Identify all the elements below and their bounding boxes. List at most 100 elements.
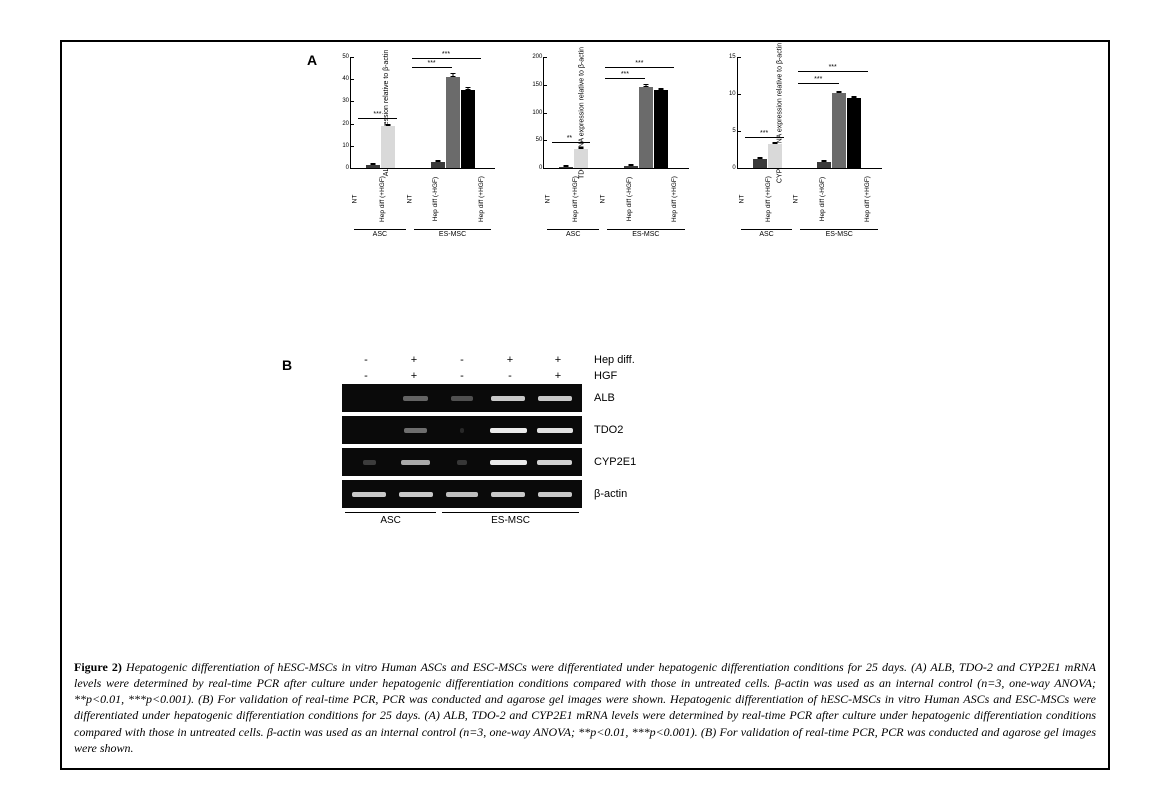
plot-area: CYP2E1 mRNA expression relative to β-act…: [737, 57, 882, 169]
y-tick: 0: [346, 165, 349, 171]
sig-label: ***: [427, 60, 435, 67]
gel-header-cell: -: [342, 370, 390, 382]
gel-bottom-label: ES-MSC: [442, 512, 579, 526]
y-tick: 100: [532, 110, 542, 116]
x-group-label: ES-MSC: [800, 229, 878, 241]
bar-chart: ALB mRNA expression relative to β-actin0…: [322, 57, 495, 237]
sig-line: [605, 78, 645, 79]
band: [401, 460, 431, 465]
gel-row: β-actin: [342, 480, 702, 508]
lane: [487, 420, 529, 440]
gel-row: CYP2E1: [342, 448, 702, 476]
lane: [394, 484, 436, 504]
band: [490, 428, 527, 433]
y-tick: 0: [732, 165, 735, 171]
gel-row: ALB: [342, 384, 702, 412]
lane: [534, 484, 576, 504]
y-tick: 200: [532, 54, 542, 60]
gel-image: [342, 416, 582, 444]
y-tick: 10: [342, 143, 349, 149]
band: [491, 396, 525, 401]
panel-a-label: A: [307, 52, 317, 68]
band: [451, 396, 472, 401]
sig-label: ***: [442, 51, 450, 58]
band: [460, 428, 464, 433]
y-tick: 20: [342, 121, 349, 127]
y-tick: 30: [342, 98, 349, 104]
panel-b-label: B: [282, 357, 292, 373]
bar: [366, 165, 380, 168]
lane: [348, 388, 390, 408]
sig-label: ***: [621, 71, 629, 78]
gel-header-cell: -: [438, 354, 486, 366]
lane: [394, 420, 436, 440]
bar: [431, 162, 445, 168]
plot-area: ALB mRNA expression relative to β-actin0…: [350, 57, 495, 169]
bar: [446, 77, 460, 168]
y-tick: 15: [729, 54, 736, 60]
gel-header-cell: -: [342, 354, 390, 366]
bar: [847, 98, 861, 168]
sig-label: ***: [635, 60, 643, 67]
bar: [639, 87, 653, 168]
y-tick: 150: [532, 82, 542, 88]
x-tick-label: Hep diff (+HGF): [646, 176, 702, 222]
lane: [534, 388, 576, 408]
gel-header-row: -+-++Hep diff.: [342, 352, 702, 368]
sig-line: [745, 137, 784, 138]
sig-label: ***: [373, 111, 381, 118]
gel-header-cell: +: [390, 370, 438, 382]
gel-bottom-groups: ASC ES-MSC: [342, 512, 582, 526]
gel-header-cell: +: [534, 370, 582, 382]
gel-header-row: -+--+HGF: [342, 368, 702, 384]
band: [352, 492, 386, 497]
sig-label: **: [567, 135, 572, 142]
bar: [559, 167, 573, 168]
gel-row-label: β-actin: [582, 488, 627, 500]
lane: [441, 388, 483, 408]
band: [403, 396, 428, 401]
caption-lead: Figure 2): [74, 660, 122, 674]
lane: [394, 388, 436, 408]
bar: [624, 166, 638, 168]
bar-chart: CYP2E1 mRNA expression relative to β-act…: [709, 57, 882, 237]
sig-line: [798, 71, 867, 72]
gel-image: [342, 448, 582, 476]
gel-row-label: TDO2: [582, 424, 623, 436]
sig-line: [605, 67, 674, 68]
gel-header-cell: +: [534, 354, 582, 366]
gel-row: TDO2: [342, 416, 702, 444]
y-tick: 50: [342, 54, 349, 60]
y-tick: 40: [342, 76, 349, 82]
sig-line: [412, 67, 452, 68]
gel-row-label: CYP2E1: [582, 456, 636, 468]
plot-area: TDO2 mRNA expression relative to β-actin…: [543, 57, 688, 169]
panel-b-gel: -+-++Hep diff.-+--+HGFALBTDO2CYP2E1β-act…: [342, 352, 702, 526]
lane: [441, 484, 483, 504]
caption-body: Hepatogenic differentiation of hESC-MSCs…: [74, 660, 1096, 755]
band: [538, 492, 572, 497]
lane: [441, 420, 483, 440]
band: [363, 460, 376, 465]
bar: [461, 90, 475, 168]
x-group-label: ASC: [354, 229, 406, 241]
gel-bottom-label: ASC: [345, 512, 436, 526]
band: [446, 492, 478, 497]
bar: [753, 159, 767, 168]
gel-header-label: HGF: [582, 370, 617, 382]
sig-label: ***: [814, 76, 822, 83]
band: [491, 492, 525, 497]
band: [399, 492, 433, 497]
lane: [394, 452, 436, 472]
x-group-label: ES-MSC: [607, 229, 685, 241]
figure-container: A ALB mRNA expression relative to β-acti…: [60, 40, 1110, 770]
lane: [487, 452, 529, 472]
x-group-label: ASC: [547, 229, 599, 241]
lane: [348, 484, 390, 504]
sig-line: [412, 58, 481, 59]
bar: [817, 162, 831, 168]
gel-header-cell: -: [438, 370, 486, 382]
band: [457, 460, 468, 465]
band: [490, 460, 527, 465]
bar: [832, 93, 846, 168]
